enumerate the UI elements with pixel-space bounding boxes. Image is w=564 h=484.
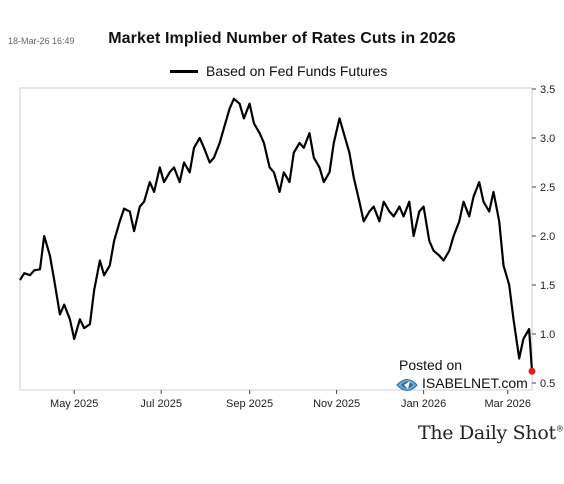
x-tick-label: May 2025 [50, 398, 98, 410]
legend-line-swatch [170, 69, 198, 73]
chart-timestamp: 18-Mar-26 16:49 [8, 36, 75, 46]
daily-shot-brand: The Daily Shot® [418, 422, 564, 444]
chart-legend: Based on Fed Funds Futures [170, 62, 387, 80]
y-tick-label: 1.0 [540, 329, 555, 341]
watermark-site-label: ISABELNET.com [422, 375, 528, 391]
y-tick-label: 2.0 [540, 231, 555, 243]
x-tick-label: Jul 2025 [140, 398, 182, 410]
x-tick-label: Mar 2026 [485, 398, 531, 410]
brand-registered-mark: ® [555, 424, 564, 434]
y-tick-label: 3.0 [540, 133, 555, 145]
last-value-marker [528, 367, 536, 375]
watermark-posted-label: Posted on [399, 357, 463, 373]
chart-title: Market Implied Number of Rates Cuts in 2… [108, 30, 456, 47]
plot-frame [19, 87, 533, 391]
series-line [19, 97, 534, 372]
y-tick-label: 0.5 [540, 378, 555, 390]
x-tick-label: Sep 2025 [226, 398, 273, 410]
x-tick-label: Nov 2025 [313, 398, 360, 410]
y-tick-label: 2.5 [540, 182, 555, 194]
legend-label: Based on Fed Funds Futures [206, 63, 388, 79]
brand-name: The Daily Shot [418, 422, 556, 444]
isabelnet-logo-icon [396, 379, 418, 391]
y-tick-label: 1.5 [540, 280, 555, 292]
x-tick-label: Jan 2026 [401, 398, 446, 410]
y-tick-label: 3.5 [540, 84, 555, 96]
isabelnet-watermark: Posted on ISABELNET.com [392, 356, 532, 396]
